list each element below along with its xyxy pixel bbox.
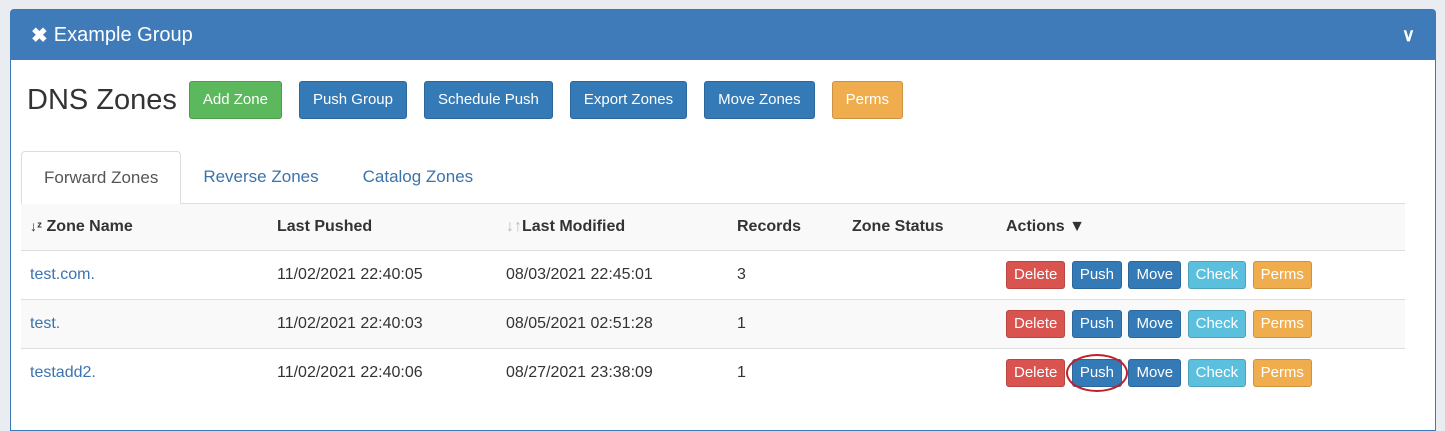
tab-reverse-zones[interactable]: Reverse Zones <box>203 167 319 186</box>
perms-button[interactable]: Perms <box>1252 261 1312 289</box>
filter-icon[interactable]: ▼ <box>1069 218 1085 235</box>
perms-button[interactable]: Perms <box>1252 310 1312 338</box>
last-modified: 08/05/2021 02:51:28 <box>497 299 728 349</box>
title-bar: DNS Zones Add Zone Push Group Schedule P… <box>27 81 920 119</box>
col-zone-name[interactable]: ↓ᶻ Zone Name <box>21 204 268 251</box>
move-button[interactable]: Move <box>1128 261 1182 289</box>
add-zone-button[interactable]: Add Zone <box>188 81 282 119</box>
delete-button[interactable]: Delete <box>1006 261 1066 289</box>
table-row: test. 11/02/2021 22:40:03 08/05/2021 02:… <box>21 299 1405 349</box>
move-zones-button[interactable]: Move Zones <box>704 81 815 119</box>
delete-button[interactable]: Delete <box>1006 359 1066 387</box>
col-records[interactable]: Records <box>728 204 843 251</box>
zone-tabs: Forward Zones Reverse Zones Catalog Zone… <box>21 151 1405 205</box>
close-icon[interactable]: ✖ <box>31 24 48 47</box>
move-button[interactable]: Move <box>1128 359 1182 387</box>
col-last-modified[interactable]: ↓↑Last Modified <box>497 204 728 251</box>
records: 1 <box>728 299 843 349</box>
check-button[interactable]: Check <box>1187 310 1247 338</box>
zone-status <box>843 299 997 349</box>
schedule-push-button[interactable]: Schedule Push <box>423 81 553 119</box>
page-title: DNS Zones <box>27 83 177 116</box>
last-pushed: 11/02/2021 22:40:05 <box>268 250 497 300</box>
table-row: testadd2. 11/02/2021 22:40:06 08/27/2021… <box>21 348 1405 397</box>
col-zone-status[interactable]: Zone Status <box>843 204 997 251</box>
zone-status <box>843 250 997 300</box>
last-pushed: 11/02/2021 22:40:03 <box>268 299 497 349</box>
perms-button[interactable]: Perms <box>1252 359 1312 387</box>
panel-title: Example Group <box>53 23 193 46</box>
last-modified: 08/27/2021 23:38:09 <box>497 348 728 397</box>
tab-catalog-zones[interactable]: Catalog Zones <box>362 167 474 186</box>
panel-header[interactable]: ✖ Example Group ∨ <box>11 10 1435 60</box>
sort-icon: ↓↑ <box>506 218 522 235</box>
check-button[interactable]: Check <box>1187 359 1247 387</box>
last-modified: 08/03/2021 22:45:01 <box>497 250 728 300</box>
push-group-button[interactable]: Push Group <box>298 81 407 119</box>
push-button[interactable]: Push <box>1071 261 1123 289</box>
move-button[interactable]: Move <box>1128 310 1182 338</box>
zones-table: ↓ᶻ Zone Name Last Pushed ↓↑Last Modified… <box>21 204 1405 397</box>
tab-forward-zones[interactable]: Forward Zones <box>21 151 182 205</box>
col-last-pushed[interactable]: Last Pushed <box>268 204 497 251</box>
push-button[interactable]: Push <box>1071 310 1123 338</box>
chevron-down-icon[interactable]: ∨ <box>1401 24 1415 45</box>
table-row: test.com. 11/02/2021 22:40:05 08/03/2021… <box>21 250 1405 300</box>
records: 3 <box>728 250 843 300</box>
zone-status <box>843 348 997 397</box>
push-button[interactable]: Push <box>1065 354 1129 392</box>
records: 1 <box>728 348 843 397</box>
zone-link[interactable]: test.com. <box>30 266 95 283</box>
zone-link[interactable]: testadd2. <box>30 364 96 381</box>
col-actions: Actions ▼ <box>997 204 1405 251</box>
check-button[interactable]: Check <box>1187 261 1247 289</box>
export-zones-button[interactable]: Export Zones <box>569 81 688 119</box>
sort-alpha-icon: ↓ᶻ <box>30 218 43 234</box>
last-pushed: 11/02/2021 22:40:06 <box>268 348 497 397</box>
delete-button[interactable]: Delete <box>1006 310 1066 338</box>
zone-link[interactable]: test. <box>30 315 61 332</box>
perms-button[interactable]: Perms <box>831 81 903 119</box>
